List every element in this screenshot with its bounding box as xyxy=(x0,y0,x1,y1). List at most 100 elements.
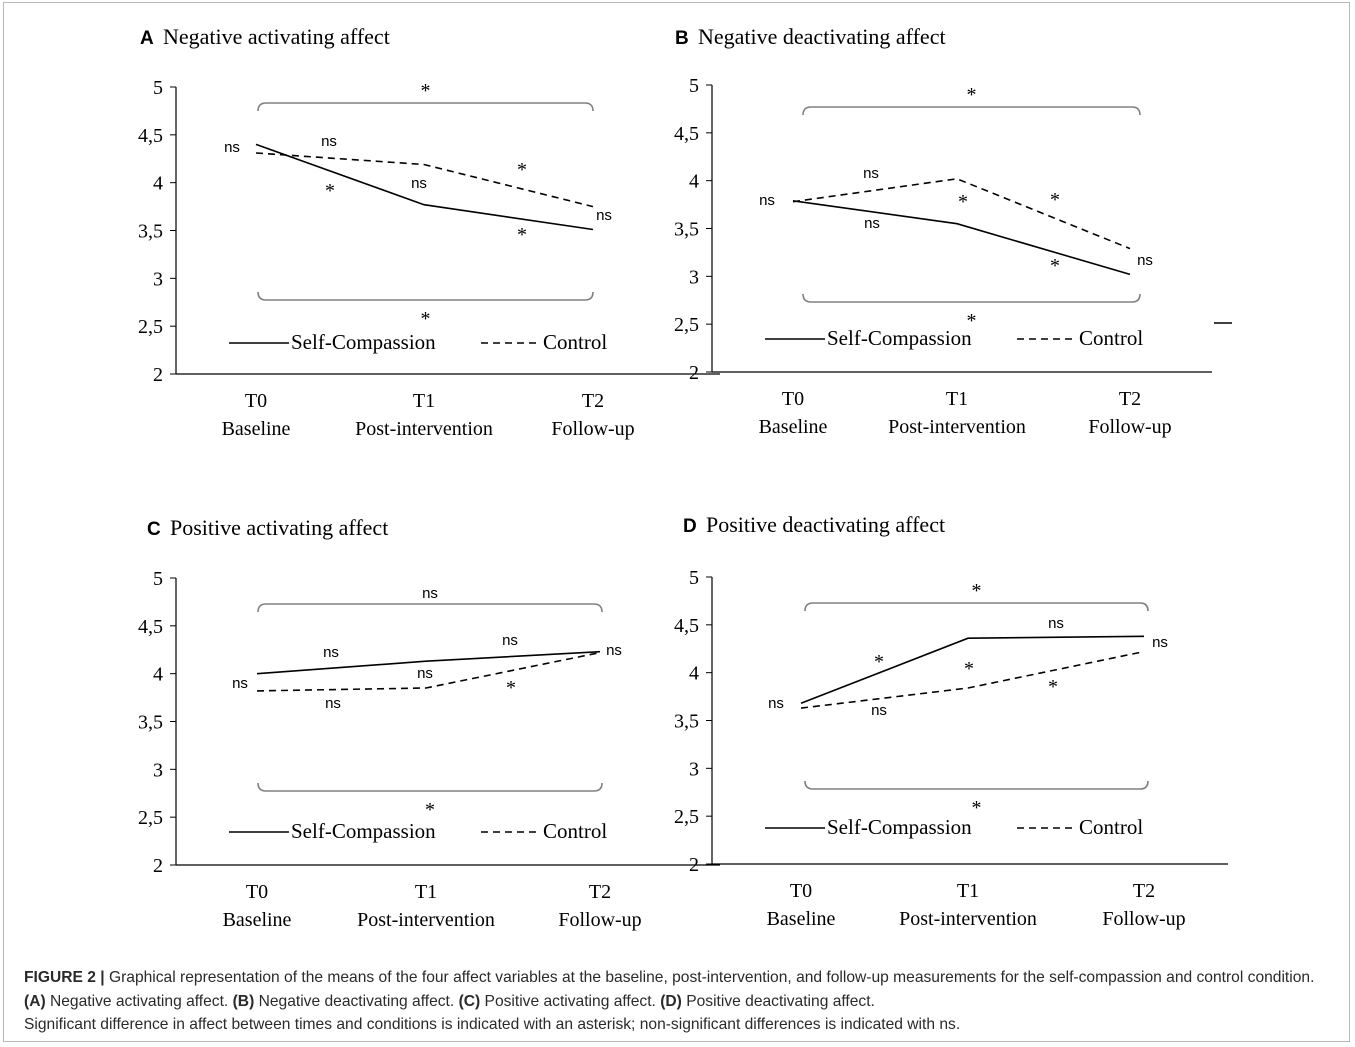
y-tick-label: 2,5 xyxy=(674,314,699,336)
caption-b-label: (B) xyxy=(232,992,255,1010)
x-tick-label: T1 xyxy=(946,388,968,410)
y-tick-label: 4 xyxy=(689,171,699,193)
legend-label: Control xyxy=(1079,815,1143,839)
y-tick-label: 2 xyxy=(153,364,163,386)
legend-label: Control xyxy=(543,330,607,354)
x-tick-label: T1 xyxy=(413,390,435,412)
caption-a-text: Negative activating affect. xyxy=(45,992,233,1010)
figure-caption: FIGURE 2 | Graphical representation of t… xyxy=(24,966,1334,1037)
significance-label: * xyxy=(325,180,335,202)
x-tick-label: T1 xyxy=(415,881,437,903)
significance-label: * xyxy=(958,191,968,213)
y-tick-label: 2 xyxy=(153,855,163,877)
significance-label: * xyxy=(1050,255,1060,277)
top-bracket xyxy=(802,106,1141,116)
y-tick-label: 4,5 xyxy=(138,125,163,147)
y-tick-label: 3 xyxy=(153,759,163,781)
top-bracket-label: * xyxy=(967,84,977,106)
bottom-bracket-label: * xyxy=(421,308,431,330)
significance-label: ns xyxy=(864,215,880,232)
y-tick-label: 4,5 xyxy=(674,123,699,145)
y-tick-label: 5 xyxy=(153,568,163,590)
chart-panel-d: D Positive deactivating affect 2 2,5 3 3,5 4 4,… xyxy=(674,512,1228,930)
panel-title: Positive activating affect xyxy=(170,515,388,540)
y-tick-label: 5 xyxy=(153,77,163,99)
significance-label: ns xyxy=(863,165,879,182)
caption-c-text: Positive activating affect. xyxy=(480,992,661,1010)
significance-label: ns xyxy=(232,675,248,692)
y-tick-label: 3,5 xyxy=(138,221,163,243)
significance-label: * xyxy=(506,677,516,699)
x-tick-sublabel: Post-intervention xyxy=(888,416,1026,438)
bottom-bracket xyxy=(802,293,1141,303)
panel-letter: A xyxy=(140,28,154,49)
x-tick-label: T2 xyxy=(582,390,604,412)
x-tick-sublabel: Baseline xyxy=(223,909,292,931)
x-tick-label: T0 xyxy=(790,880,812,902)
x-tick-label: T2 xyxy=(1133,880,1155,902)
bottom-bracket-label: * xyxy=(425,799,435,821)
legend-label: Self-Compassion xyxy=(291,330,436,354)
caption-c-label: (C) xyxy=(458,992,481,1010)
caption-text-1: Graphical representation of the means of… xyxy=(104,969,1315,986)
significance-label: ns xyxy=(606,642,622,659)
caption-d-text: Positive deactivating affect. xyxy=(681,992,875,1010)
significance-label: ns xyxy=(321,133,337,150)
top-bracket-label: * xyxy=(421,80,431,102)
significance-label: * xyxy=(964,658,974,680)
significance-label: ns xyxy=(596,207,612,224)
x-tick-label: T0 xyxy=(246,881,268,903)
y-tick-label: 2,5 xyxy=(674,806,699,828)
chart-panel-c: C Positive activating affect 2 2,5 3 3,5 4 4,5 5… xyxy=(138,515,720,931)
y-tick-label: 4 xyxy=(153,173,163,195)
legend-label: Control xyxy=(543,819,607,843)
y-tick-label: 5 xyxy=(689,75,699,97)
caption-text-2: Significant difference in affect between… xyxy=(24,1016,961,1033)
panel-title: Positive deactivating affect xyxy=(706,512,945,537)
x-tick-sublabel: Follow-up xyxy=(558,909,641,931)
significance-label: ns xyxy=(325,695,341,712)
x-tick-sublabel: Follow-up xyxy=(551,418,634,440)
x-tick-sublabel: Baseline xyxy=(759,416,828,438)
top-bracket-label: ns xyxy=(422,585,438,602)
y-tick-label: 3 xyxy=(689,758,699,780)
significance-label: ns xyxy=(417,665,433,682)
bottom-bracket-label: * xyxy=(972,797,982,819)
chart-panel-b: B Negative deactivating affect 2 2,5 3 3,5 4 4,… xyxy=(674,24,1212,438)
y-tick-label: 2 xyxy=(689,362,699,384)
x-tick-label: T1 xyxy=(957,880,979,902)
chart-panel-a: A Negative activating affect 2 2,5 3 3,5 4 4,5 5… xyxy=(138,24,720,440)
significance-label: ns xyxy=(871,702,887,719)
panel-letter: C xyxy=(147,519,161,540)
caption-label: FIGURE 2 | xyxy=(24,969,105,986)
y-tick-label: 3,5 xyxy=(674,219,699,241)
top-bracket xyxy=(257,102,594,112)
y-tick-label: 2,5 xyxy=(138,316,163,338)
significance-label: ns xyxy=(502,632,518,649)
x-tick-sublabel: Post-intervention xyxy=(355,418,493,440)
panel-title: Negative deactivating affect xyxy=(698,24,946,49)
panel-title: Negative activating affect xyxy=(163,24,390,49)
bottom-bracket-label: * xyxy=(967,310,977,332)
legend-label: Self-Compassion xyxy=(827,815,972,839)
y-tick-label: 5 xyxy=(689,567,699,589)
y-tick-label: 4,5 xyxy=(674,615,699,637)
x-tick-sublabel: Follow-up xyxy=(1088,416,1171,438)
legend-label: Self-Compassion xyxy=(291,819,436,843)
significance-label: ns xyxy=(323,644,339,661)
y-tick-label: 3,5 xyxy=(674,711,699,733)
x-tick-sublabel: Post-intervention xyxy=(357,909,495,931)
figure-frame xyxy=(3,2,1350,1042)
significance-label: ns xyxy=(768,695,784,712)
significance-label: ns xyxy=(224,139,240,156)
significance-label: ns xyxy=(411,175,427,192)
x-tick-label: T2 xyxy=(1119,388,1141,410)
x-tick-sublabel: Follow-up xyxy=(1102,908,1185,930)
caption-d-label: (D) xyxy=(660,992,682,1010)
x-tick-sublabel: Baseline xyxy=(222,418,291,440)
significance-label: * xyxy=(1050,189,1060,211)
top-bracket xyxy=(804,602,1149,612)
chart-canvas: A Negative activating affect 2 2,5 3 3,5 4 4,5 5… xyxy=(138,24,1232,931)
top-bracket xyxy=(257,603,603,613)
x-tick-label: T0 xyxy=(245,390,267,412)
